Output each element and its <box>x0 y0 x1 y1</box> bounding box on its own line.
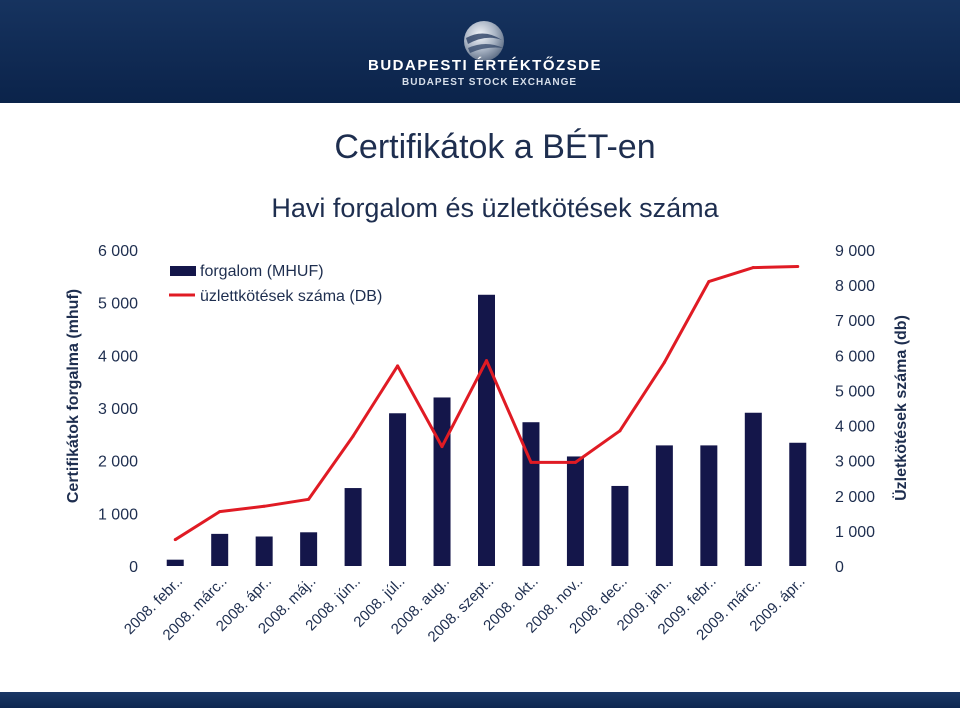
line-point <box>307 497 311 501</box>
legend-label-bar: forgalom (MHUF) <box>200 263 324 280</box>
bar <box>211 533 229 566</box>
y-tick-label: 2 000 <box>98 454 138 471</box>
y2-tick-label: 6 000 <box>835 348 875 365</box>
bar <box>255 536 273 566</box>
line-point <box>662 360 666 364</box>
line-point <box>618 429 622 433</box>
chart-subtitle: Havi forgalom és üzletkötések száma <box>271 193 719 223</box>
y2-tick-label: 4 000 <box>835 419 875 436</box>
line-point <box>173 538 177 542</box>
bar <box>300 532 318 566</box>
y-tick-label: 4 000 <box>98 348 138 365</box>
y2-axis-ticks: 0 1 000 2 000 3 000 4 000 5 000 6 000 7 000 8 00… <box>835 243 875 576</box>
brand-name: BUDAPESTI ÉRTÉKTŐZSDE <box>368 56 602 74</box>
y-tick-label: 5 000 <box>98 296 138 313</box>
header-banner: BUDAPESTI ÉRTÉKTŐZSDE BUDAPEST STOCK EXC… <box>0 0 960 103</box>
bar <box>166 559 184 566</box>
bar <box>611 485 629 566</box>
y2-tick-label: 3 000 <box>835 454 875 471</box>
line-point <box>351 434 355 438</box>
y2-tick-label: 7 000 <box>835 313 875 330</box>
y2-tick-label: 8 000 <box>835 278 875 295</box>
bar <box>700 445 718 566</box>
bar <box>522 422 540 566</box>
line-point <box>440 445 444 449</box>
y2-tick-label: 5 000 <box>835 383 875 400</box>
line-point <box>751 266 755 270</box>
y-axis-ticks: 0 1 000 2 000 3 000 4 000 5 000 6 000 <box>98 243 138 576</box>
y-tick-label: 0 <box>129 559 138 576</box>
bar <box>344 488 362 566</box>
y-axis-label: Certifikátok forgalma (mhuf) <box>65 289 82 503</box>
y2-axis-label: Üzletkötések száma (db) <box>891 315 910 501</box>
brand-subname: BUDAPEST STOCK EXCHANGE <box>402 77 577 88</box>
bar <box>433 397 451 566</box>
brand-logo: BUDAPESTI ÉRTÉKTŐZSDE BUDAPEST STOCK EXC… <box>368 21 602 88</box>
line-point <box>218 510 222 514</box>
line-point <box>707 280 711 284</box>
y2-tick-label: 0 <box>835 559 844 576</box>
line-point <box>396 364 400 368</box>
line-point <box>529 460 533 464</box>
y2-tick-label: 2 000 <box>835 489 875 506</box>
line-point <box>573 460 577 464</box>
bar <box>789 442 807 566</box>
y2-tick-label: 1 000 <box>835 524 875 541</box>
globe-icon <box>464 21 504 61</box>
bar <box>655 445 673 566</box>
chart-title: Certifikátok a BÉT-en <box>334 128 655 166</box>
bar-series <box>166 294 807 566</box>
line-point <box>796 265 800 269</box>
bar <box>566 456 584 566</box>
line-point <box>485 359 488 363</box>
bar <box>389 413 407 566</box>
line-series <box>173 265 800 542</box>
legend: forgalom (MHUF) üzlettkötések száma (DB) <box>169 263 382 305</box>
y-tick-label: 6 000 <box>98 243 138 260</box>
bar <box>744 412 762 566</box>
line-point <box>262 504 266 508</box>
y-tick-label: 1 000 <box>98 506 138 523</box>
footer-strip <box>0 692 960 708</box>
legend-swatch-bar <box>170 266 196 276</box>
legend-label-line: üzlettkötések száma (DB) <box>200 288 382 305</box>
bar <box>478 294 495 566</box>
y2-tick-label: 9 000 <box>835 243 875 260</box>
y-tick-label: 3 000 <box>98 401 138 418</box>
x-axis-ticks: 2008. febr..2008. márc..2008. ápr..2008.… <box>121 573 809 646</box>
